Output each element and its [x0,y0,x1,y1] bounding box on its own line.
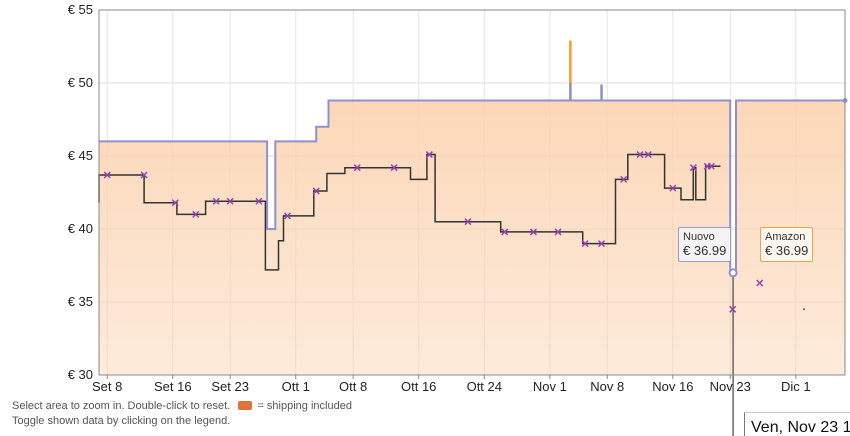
price-marker-21 [669,184,677,192]
price-marker-2 [171,199,179,207]
legend-hint: Toggle shown data by clicking on the leg… [12,415,230,427]
shipping-truck-icon [238,401,253,410]
price-marker-10 [390,164,398,172]
x-tick-label-9: Nov 16 [652,379,693,394]
price-marker-26 [756,279,764,287]
tooltip-new-label: Nuovo [683,231,715,243]
price-marker-16 [581,240,589,248]
y-tick-label-0: € 55 [68,2,93,17]
x-tick-label-0: Set 8 [92,379,122,394]
tooltip-amazon-value: € 36.99 [765,243,809,258]
price-marker-24 [707,162,715,170]
price-marker-13 [501,228,509,236]
x-tick-label-2: Set 23 [211,379,249,394]
x-axis-ticks: Set 8 Set 16 Set 23 Ott 1 Ott 8 Ott 16 Ott 24 N… [92,375,811,394]
x-tick-label-7: Nov 1 [533,379,567,394]
price-marker-19 [636,151,644,159]
price-marker-0 [103,171,111,179]
price-marker-17 [597,240,606,248]
tooltip-amazon-label: Amazon [765,231,806,243]
x-tick-label-11: Dic 1 [781,379,811,394]
price-marker-8 [312,187,320,195]
tooltip-new: Nuovo € 36.99 [678,227,732,262]
y-axis-ticks: € 55 € 50 € 45 € 40 € 35 € 30 [68,2,93,382]
price-marker-4 [212,197,220,205]
price-marker-20 [644,151,652,159]
amazon-price-area [99,100,845,375]
hover-point [728,268,738,278]
x-tick-label-10: Nov 23 [710,379,751,394]
tooltip-new-value: € 36.99 [683,243,727,258]
price-marker-18 [620,175,628,183]
y-tick-label-5: € 30 [68,367,93,382]
zoom-hint-text: Select area to zoom in. Double-click to … [12,400,231,412]
zoom-hint: Select area to zoom in. Double-click to … [12,400,352,412]
x-tick-label-3: Ott 1 [282,379,310,394]
shipping-hint-text: = shipping included [257,400,352,412]
price-marker-12 [464,218,472,226]
price-dot [803,308,806,311]
x-tick-label-6: Ott 24 [467,379,502,394]
y-tick-label-1: € 50 [68,75,93,90]
price-marker-9 [353,164,361,172]
x-tick-label-8: Nov 8 [590,379,624,394]
price-marker-7 [284,212,292,220]
price-marker-14 [529,228,538,236]
x-tick-label-1: Set 16 [154,379,192,394]
price-marker-3 [192,210,200,218]
y-tick-label-2: € 45 [68,148,93,163]
plot-frame [98,9,846,376]
x-tick-label-5: Ott 16 [401,379,436,394]
new-price-line[interactable] [98,153,721,271]
legend-hint-text: Toggle shown data by clicking on the leg… [12,415,231,427]
price-marker-1 [140,171,148,179]
price-marker-5 [226,197,234,205]
price-marker-11 [425,151,433,159]
y-tick-label-3: € 40 [68,221,93,236]
price-markers [103,151,806,313]
price-marker-22 [689,164,697,172]
y-tick-label-4: € 35 [68,294,93,309]
hover-date-label: Ven, Nov 23 12 [744,412,850,436]
x-tick-label-4: Ott 8 [339,379,367,394]
price-marker-15 [554,228,562,236]
tooltip-amazon: Amazon € 36.99 [760,227,814,262]
price-spikes [569,40,848,104]
price-marker-6 [255,197,263,205]
